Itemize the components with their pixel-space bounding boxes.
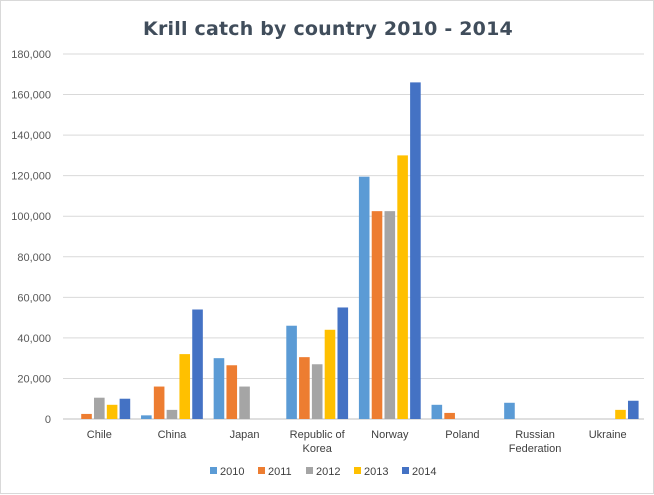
bar-2013-republicof-korea bbox=[324, 329, 336, 419]
x-tick-label-line: Poland bbox=[445, 429, 479, 441]
legend-label: 2010 bbox=[220, 466, 244, 478]
bar-2011-norway bbox=[371, 211, 383, 419]
bar-2013-chile bbox=[106, 404, 118, 419]
bar-2012-china bbox=[166, 409, 178, 419]
bar-2012-norway bbox=[384, 211, 396, 419]
bar-2014-chile bbox=[119, 398, 131, 419]
bar-2012-republicof-korea bbox=[311, 364, 323, 419]
legend-swatch bbox=[402, 467, 409, 474]
legend-item-2012: 2012 bbox=[306, 466, 340, 478]
y-tick-label: 80,000 bbox=[17, 252, 51, 264]
bar-2011-japan bbox=[226, 365, 238, 419]
legend-item-2013: 2013 bbox=[354, 466, 388, 478]
bar-2012-chile bbox=[94, 397, 105, 419]
bar-2010-russian-federation bbox=[504, 402, 515, 419]
x-tick-label-line: Ukraine bbox=[589, 429, 627, 441]
bar-2010-norway bbox=[358, 176, 370, 419]
x-tick-label: Norway bbox=[371, 429, 409, 441]
y-tick-label: 20,000 bbox=[17, 373, 51, 385]
gridlines bbox=[63, 53, 644, 420]
legend-label: 2011 bbox=[268, 466, 292, 478]
legend: 2010 2011 2012 2013 2014 bbox=[210, 466, 436, 478]
x-tick-label: Chile bbox=[87, 429, 112, 441]
x-tick-label-line: Norway bbox=[371, 429, 409, 441]
y-tick-label: 140,000 bbox=[11, 130, 51, 142]
x-tick-label: Republic of Korea bbox=[290, 429, 346, 455]
bar-2014-ukraine bbox=[627, 400, 639, 419]
legend-label: 2014 bbox=[412, 466, 436, 478]
bar-2013-ukraine bbox=[615, 409, 626, 419]
y-tick-label: 0 bbox=[45, 414, 51, 426]
bar-2011-republicof-korea bbox=[299, 357, 310, 419]
x-tick-label-line: Chile bbox=[87, 429, 112, 441]
bar-2010-japan bbox=[213, 358, 225, 419]
bar-2011-poland bbox=[444, 412, 455, 419]
x-tick-label-line: Federation bbox=[509, 443, 562, 455]
bar-2013-norway bbox=[397, 155, 408, 419]
y-tick-label: 120,000 bbox=[11, 171, 51, 183]
bar-2010-republicof-korea bbox=[286, 325, 297, 419]
y-tick-label: 180,000 bbox=[11, 49, 51, 61]
bar-2014-republicof-korea bbox=[337, 307, 349, 419]
x-tick-label: Russian Federation bbox=[509, 429, 562, 455]
legend-item-2011: 2011 bbox=[258, 466, 292, 478]
y-tick-label: 40,000 bbox=[17, 333, 51, 345]
legend-swatch bbox=[210, 467, 217, 474]
bar-2011-china bbox=[153, 386, 165, 419]
x-tick-label-line: Republic of bbox=[290, 429, 346, 441]
x-tick-label: Japan bbox=[230, 429, 260, 441]
x-tick-label-line: Korea bbox=[303, 443, 333, 455]
legend-label: 2013 bbox=[364, 466, 388, 478]
legend-label: 2012 bbox=[316, 466, 340, 478]
bar-2013-china bbox=[179, 354, 191, 419]
legend-swatch bbox=[306, 467, 313, 474]
x-tick-label-line: China bbox=[158, 429, 188, 441]
bar-2011-chile bbox=[81, 413, 92, 419]
x-tick-label: China bbox=[158, 429, 188, 441]
x-tick-label: Poland bbox=[445, 429, 479, 441]
legend-swatch bbox=[258, 467, 265, 474]
chart-title: Krill catch by country 2010 - 2014 bbox=[143, 18, 513, 40]
axes: 0 20,000 40,000 60,000 80,000 100,000 120,000 1… bbox=[11, 49, 626, 455]
x-tick-label-line: Russian bbox=[515, 429, 555, 441]
bar-2014-norway bbox=[410, 82, 421, 419]
x-tick-label: Ukraine bbox=[589, 429, 627, 441]
bars bbox=[81, 82, 639, 419]
y-tick-label: 100,000 bbox=[11, 211, 51, 223]
y-tick-label: 60,000 bbox=[17, 292, 51, 304]
bar-2014-china bbox=[192, 309, 203, 419]
y-tick-label: 160,000 bbox=[11, 90, 51, 102]
legend-item-2010: 2010 bbox=[210, 466, 244, 478]
legend-item-2014: 2014 bbox=[402, 466, 436, 478]
bar-2012-japan bbox=[239, 386, 250, 419]
bar-2010-poland bbox=[431, 404, 443, 419]
bar-2010-china bbox=[141, 415, 152, 419]
x-tick-label-line: Japan bbox=[230, 429, 260, 441]
legend-swatch bbox=[354, 467, 361, 474]
